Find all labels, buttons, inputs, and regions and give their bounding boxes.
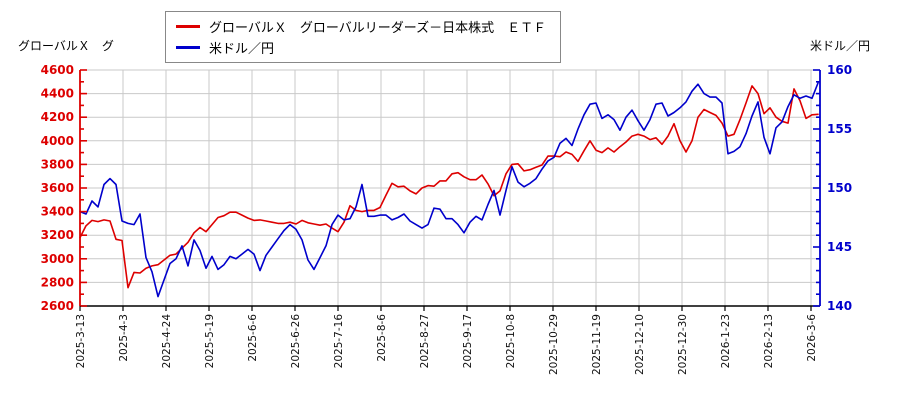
svg-text:2026-2-13: 2026-2-13 [763, 314, 775, 368]
legend-item-usdjpy: 米ドル／円 [176, 37, 546, 58]
etf-line-swatch [176, 25, 200, 28]
svg-text:2025-9-17: 2025-9-17 [462, 314, 474, 368]
svg-text:3400: 3400 [41, 205, 74, 219]
svg-text:4400: 4400 [41, 87, 74, 101]
legend-item-etf: グローバルＸ グローバルリーダーズ－日本株式 ＥＴＦ [176, 16, 546, 37]
svg-text:2025-6-6: 2025-6-6 [247, 314, 259, 362]
usdjpy-line-swatch [176, 46, 200, 49]
svg-text:2025-12-30: 2025-12-30 [677, 314, 689, 375]
svg-text:3000: 3000 [41, 252, 74, 266]
svg-text:4200: 4200 [41, 110, 74, 124]
svg-text:145: 145 [827, 240, 852, 254]
svg-text:2800: 2800 [41, 275, 74, 289]
svg-text:150: 150 [827, 181, 852, 195]
svg-text:2025-4-3: 2025-4-3 [118, 314, 130, 362]
svg-text:2025-7-16: 2025-7-16 [333, 314, 345, 369]
svg-text:2025-10-8: 2025-10-8 [505, 314, 517, 368]
legend-label-etf: グローバルＸ グローバルリーダーズ－日本株式 ＥＴＦ [209, 21, 547, 36]
svg-text:3800: 3800 [41, 157, 74, 171]
svg-text:160: 160 [827, 63, 852, 77]
left-axis-title: グローバルＸ グ [18, 39, 114, 53]
svg-text:2600: 2600 [41, 299, 74, 313]
svg-text:2025-4-24: 2025-4-24 [161, 314, 173, 369]
svg-text:2025-10-29: 2025-10-29 [548, 314, 560, 375]
right-axis-title: 米ドル／円 [809, 39, 870, 53]
svg-text:2025-8-6: 2025-8-6 [376, 314, 388, 362]
svg-text:2025-6-26: 2025-6-26 [290, 314, 302, 369]
svg-text:2025-12-10: 2025-12-10 [634, 314, 646, 375]
svg-text:2025-3-13: 2025-3-13 [75, 314, 87, 368]
legend-label-usdjpy: 米ドル／円 [209, 42, 275, 57]
svg-text:4000: 4000 [41, 134, 74, 148]
svg-text:2026-1-23: 2026-1-23 [720, 314, 732, 368]
svg-text:4600: 4600 [41, 63, 74, 77]
svg-text:3600: 3600 [41, 181, 74, 195]
svg-text:155: 155 [827, 122, 852, 136]
legend: グローバルＸ グローバルリーダーズ－日本株式 ＥＴＦ 米ドル／円 [165, 11, 562, 63]
svg-text:3200: 3200 [41, 228, 74, 242]
svg-text:2025-5-19: 2025-5-19 [204, 314, 216, 368]
svg-text:2025-8-27: 2025-8-27 [419, 314, 431, 368]
svg-text:2025-11-19: 2025-11-19 [591, 314, 603, 375]
svg-text:140: 140 [827, 299, 852, 313]
svg-text:2026-3-6: 2026-3-6 [806, 314, 818, 362]
